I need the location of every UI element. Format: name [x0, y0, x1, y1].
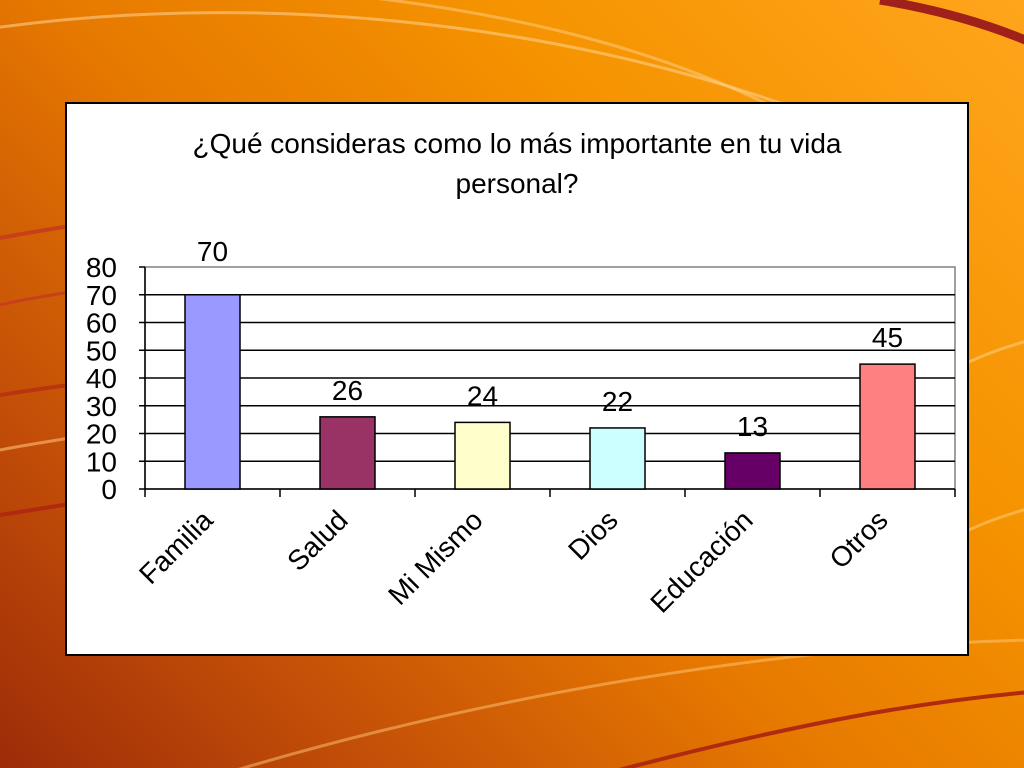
- y-tick-label: 70: [86, 280, 117, 311]
- data-label: 45: [872, 322, 903, 353]
- data-label: 24: [467, 380, 498, 411]
- data-label: 22: [602, 386, 633, 417]
- y-tick-label: 80: [86, 252, 117, 283]
- background-curve: [968, 340, 1024, 364]
- x-label: Otros: [823, 504, 893, 574]
- background-curve: [0, 224, 71, 240]
- y-tick-label: 10: [86, 446, 117, 477]
- background-curve: [0, 436, 71, 452]
- y-tick-label: 20: [86, 419, 117, 450]
- background-curve: [618, 690, 1024, 768]
- y-tick-label: 30: [86, 391, 117, 422]
- x-label: Familia: [133, 504, 219, 590]
- background-curve: [879, 0, 1024, 45]
- x-label: Mi Mismo: [382, 504, 489, 611]
- bar-familia: [184, 294, 241, 490]
- background-curve: [0, 11, 801, 112]
- y-tick-label: 0: [101, 474, 117, 505]
- bar-otros: [859, 363, 916, 490]
- chart-title: ¿Qué consideras como lo más importante e…: [192, 128, 842, 199]
- data-label: 26: [332, 375, 363, 406]
- bar-dios: [589, 427, 646, 490]
- bar-educacion: [724, 452, 781, 490]
- data-label: 70: [197, 236, 228, 267]
- x-label: Educación: [644, 504, 758, 618]
- data-label: 13: [737, 411, 768, 442]
- background-curve: [0, 383, 71, 397]
- background-curve: [968, 508, 1024, 532]
- y-tick-label: 50: [86, 335, 117, 366]
- bar-salud: [319, 416, 376, 490]
- background-curve: [0, 502, 71, 517]
- background-curve: [0, 290, 71, 307]
- y-tick-label: 60: [86, 308, 117, 339]
- x-label: Salud: [281, 504, 354, 577]
- bar-mi-mismo: [454, 421, 511, 490]
- y-tick-label: 40: [86, 363, 117, 394]
- x-label: Dios: [562, 504, 624, 566]
